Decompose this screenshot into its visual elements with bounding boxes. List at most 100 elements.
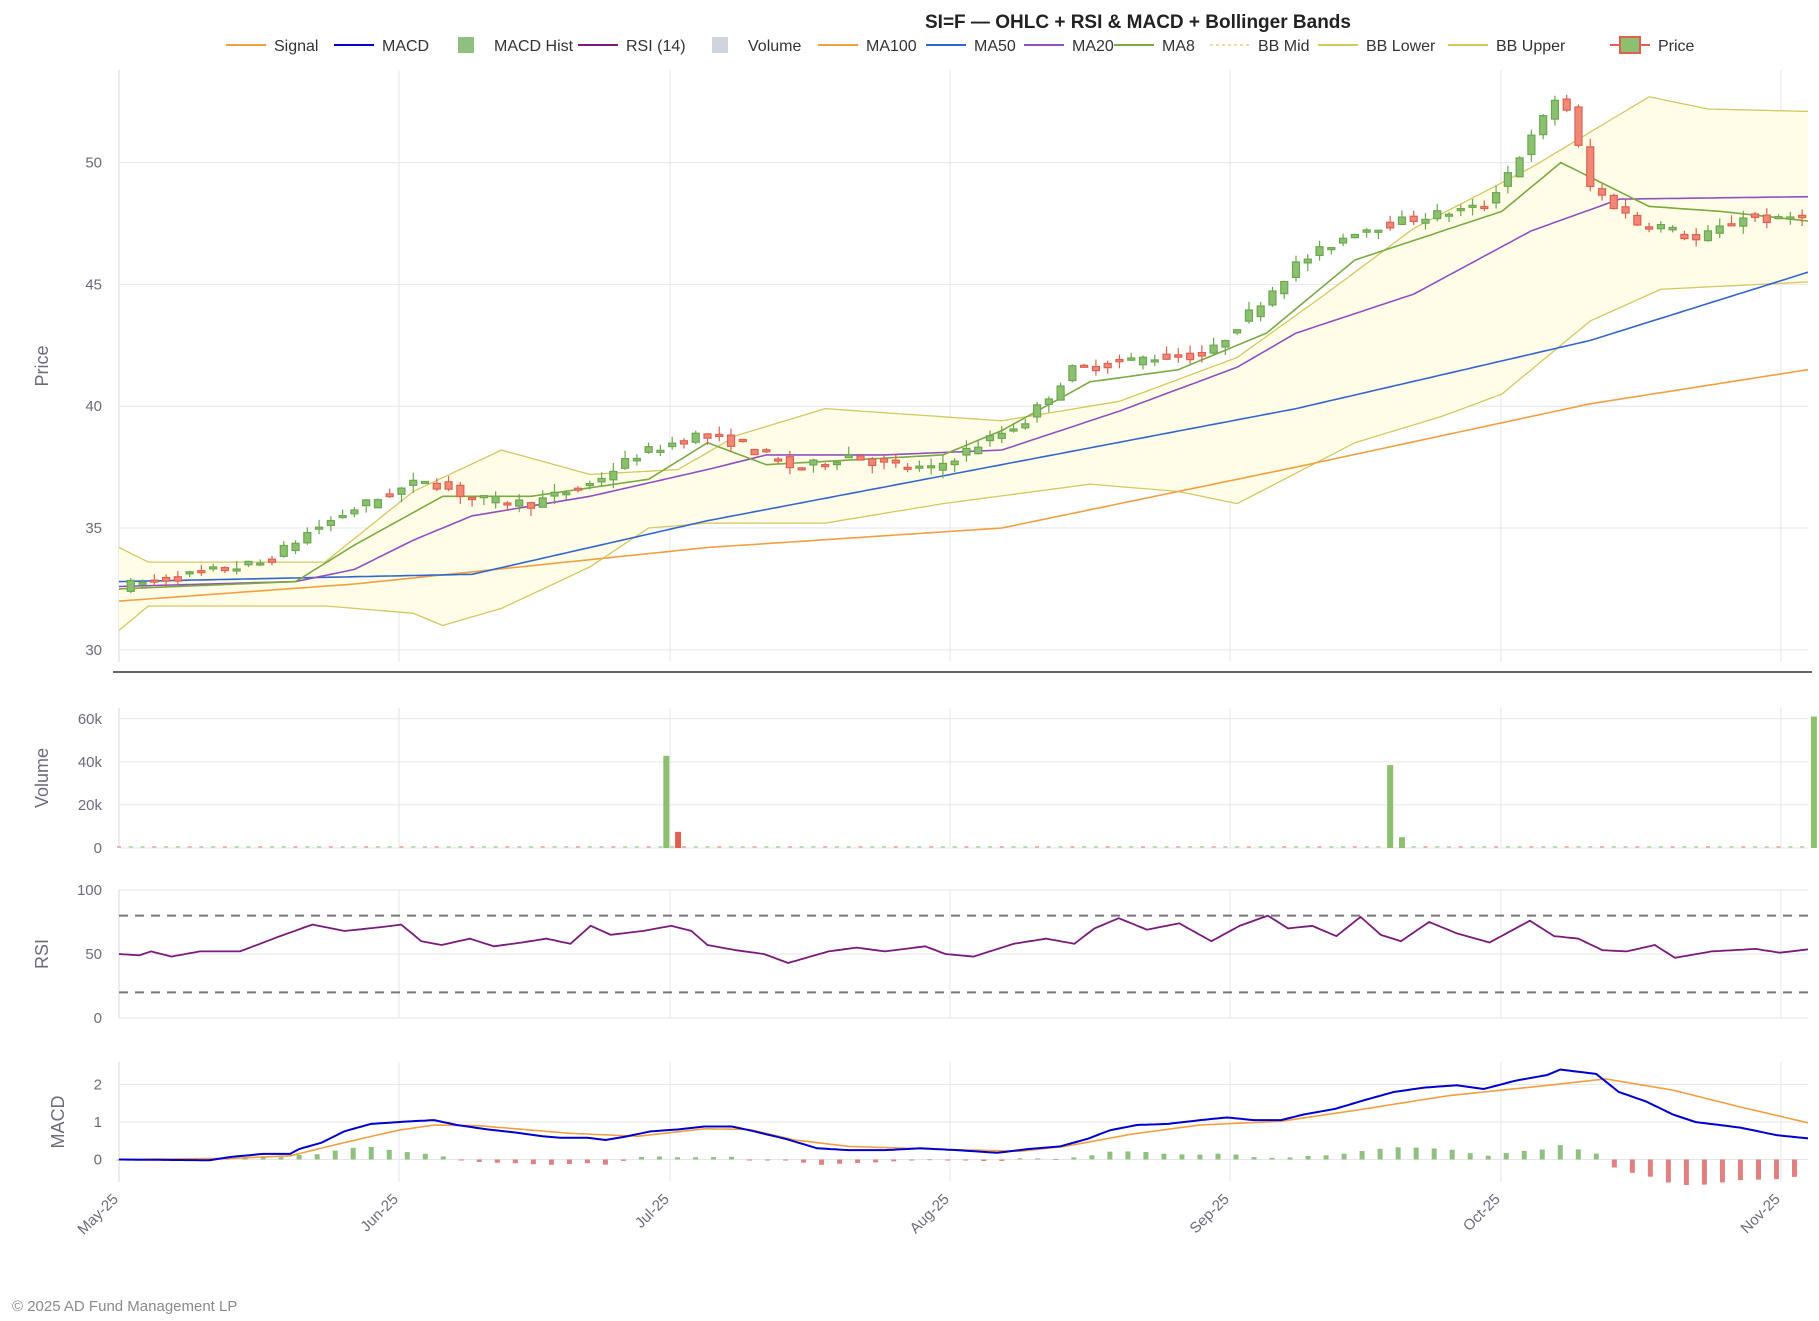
volume-bar (1800, 846, 1805, 848)
legend-item-bb-upper[interactable]: BB Upper (1448, 38, 1566, 55)
x-tick-label: Aug-25 (907, 1191, 953, 1237)
volume-bar (776, 846, 781, 848)
candle-down (1080, 364, 1089, 368)
candle-down (1750, 213, 1760, 218)
candle-down (267, 558, 277, 563)
x-tick-label: May-25 (74, 1191, 121, 1238)
volume-bar (1435, 846, 1440, 848)
volume-spike-bar (1398, 837, 1405, 848)
legend[interactable]: Signal MACD MACD Hist RSI (14) Volume MA100 MA… (226, 36, 1695, 55)
legend-item-volume[interactable]: Volume (712, 37, 801, 55)
legend-item-bb-mid[interactable]: BB Mid (1210, 38, 1310, 55)
macd-hist-bar (368, 1146, 374, 1160)
volume-bar (317, 846, 322, 848)
x-tick-label: Oct-25 (1460, 1191, 1504, 1235)
volume-bar (1505, 846, 1510, 848)
y-tick-label: 40k (78, 754, 103, 771)
volume-bar (528, 846, 533, 848)
legend-item-bb-lower[interactable]: BB Lower (1318, 38, 1436, 55)
candle-up (691, 432, 700, 443)
macd-hist-bar (1269, 1157, 1275, 1160)
volume-bar (893, 846, 898, 848)
volume-panel (117, 716, 1817, 848)
macd-hist-bar (747, 1159, 753, 1161)
volume-bar (1682, 846, 1687, 848)
legend-label: RSI (14) (626, 38, 686, 55)
macd-hist-bar (1449, 1149, 1455, 1160)
legend-label: MACD (382, 38, 429, 55)
candle-up (1656, 224, 1665, 230)
candle-up (1256, 305, 1265, 318)
candle-down (468, 497, 477, 501)
legend-item-ma8[interactable]: MA8 (1114, 38, 1195, 55)
macd-hist-bar (1611, 1159, 1617, 1168)
candle-up (1433, 210, 1442, 220)
legend-label: MA8 (1162, 38, 1195, 55)
volume-bar (270, 846, 275, 848)
volume-bar (234, 846, 239, 848)
volume-bar (1517, 846, 1522, 848)
macd-hist-bar (1629, 1159, 1635, 1173)
candle-up (1209, 344, 1218, 354)
candle-up (1280, 280, 1289, 295)
candle-up (562, 492, 571, 496)
legend-item-macd[interactable]: MACD (334, 38, 429, 55)
legend-item-signal[interactable]: Signal (226, 38, 318, 55)
candle-down (573, 487, 583, 491)
volume-bar (446, 846, 451, 848)
macd-hist-bar (1575, 1149, 1581, 1160)
candle-up (1374, 229, 1383, 233)
legend-item-ma20[interactable]: MA20 (1024, 38, 1114, 55)
volume-bar (1494, 846, 1499, 848)
volume-bar (729, 846, 734, 848)
candle-up (397, 487, 406, 495)
candle-up (1009, 428, 1018, 432)
candle-up (373, 499, 383, 509)
volume-bar (1164, 846, 1169, 848)
volume-bar (1694, 846, 1699, 848)
candle-up (1044, 398, 1053, 405)
volume-bar (1223, 846, 1228, 848)
volume-bar (340, 846, 345, 848)
volume-bar (199, 846, 204, 848)
legend-item-price[interactable]: Price (1610, 36, 1695, 55)
candle-up (1021, 423, 1030, 429)
macd-hist-bar (638, 1157, 644, 1160)
macd-hist-bar (620, 1159, 626, 1161)
macd-hist-bar (1179, 1154, 1185, 1160)
candle-up (1127, 357, 1136, 361)
legend-item-rsi-14-[interactable]: RSI (14) (578, 38, 686, 55)
candle-up (1068, 365, 1077, 382)
macd-hist-bar (1143, 1151, 1149, 1160)
legend-label: BB Upper (1496, 38, 1566, 55)
price-panel (118, 94, 1809, 631)
volume-bar (493, 846, 498, 848)
candle-up (1468, 204, 1477, 208)
legend-item-macd-hist[interactable]: MACD Hist (458, 37, 574, 55)
legend-label: BB Mid (1258, 38, 1310, 55)
macd-hist-bar (494, 1159, 500, 1163)
macd-hist-bar (1755, 1159, 1761, 1180)
volume-bar (281, 846, 286, 848)
candle-up (844, 454, 853, 459)
volume-bar (258, 846, 263, 848)
macd-hist-bar (1125, 1151, 1131, 1160)
candle-up (185, 571, 194, 575)
macd-hist-bar (530, 1159, 536, 1165)
volume-bar (175, 846, 180, 848)
legend-label: MA20 (1072, 38, 1114, 55)
volume-bar (1635, 846, 1640, 848)
volume-bar (1352, 846, 1357, 848)
candle-down (797, 467, 806, 471)
volume-bar (587, 846, 592, 848)
legend-item-ma50[interactable]: MA50 (926, 38, 1016, 55)
macd-hist-bar (1107, 1151, 1113, 1160)
volume-bar (882, 846, 887, 848)
candle-up (1715, 225, 1724, 234)
y-tick-label: 50 (85, 155, 102, 172)
macd-hist-bar (1647, 1159, 1653, 1177)
candle-down (1103, 362, 1112, 369)
macd-hist-bar (1701, 1159, 1707, 1185)
candle-up (962, 447, 971, 456)
legend-item-ma100[interactable]: MA100 (818, 38, 917, 55)
